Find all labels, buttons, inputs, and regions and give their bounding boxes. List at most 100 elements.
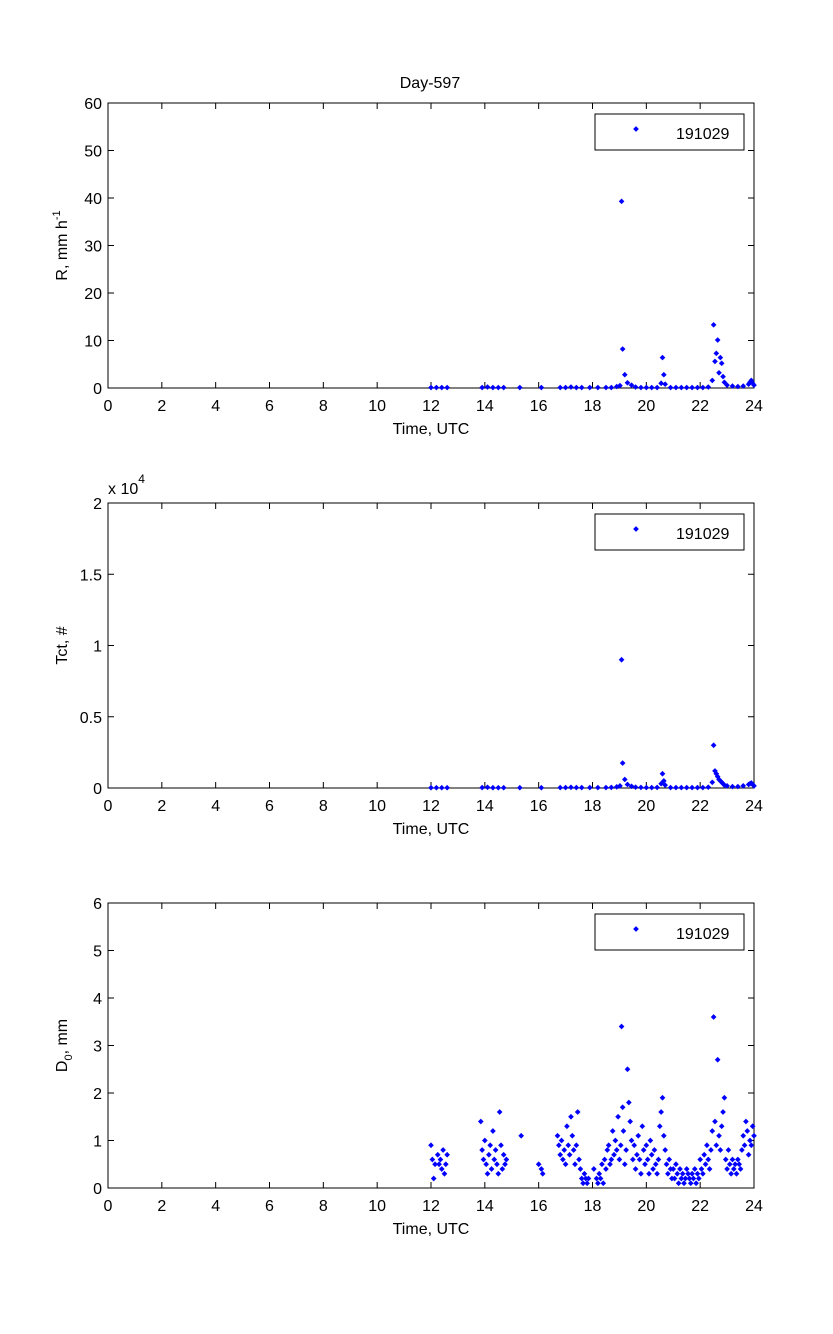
- data-point-2-31: [654, 784, 660, 791]
- y-axis-label-main-1: R, mm h: [54, 220, 71, 280]
- data-point-3-155: [718, 1123, 725, 1130]
- data-point-3-164: [730, 1166, 737, 1172]
- data-point-3-105: [651, 1147, 658, 1153]
- data-point-3-71: [607, 1161, 613, 1168]
- data-point-3-86: [626, 1099, 632, 1106]
- data-point-1-43: [705, 384, 712, 390]
- data-point-3-23: [492, 1147, 499, 1153]
- data-point-2-54: [724, 783, 730, 789]
- data-point-3-138: [695, 1175, 702, 1182]
- y-tick-label-2-1: 0.5: [80, 710, 102, 727]
- data-point-3-33: [535, 1161, 542, 1168]
- data-point-2-34: [661, 778, 667, 784]
- data-point-3-5: [436, 1161, 442, 1168]
- data-point-3-45: [566, 1151, 573, 1158]
- data-point-3-110: [658, 1109, 664, 1115]
- data-point-2-12: [562, 784, 569, 791]
- data-point-3-114: [663, 1161, 670, 1168]
- y-axis-label-main-2: Tct, #: [54, 626, 71, 664]
- x-tick-label-1-9: 18: [584, 398, 602, 415]
- legend-label-2: 191029: [676, 526, 729, 543]
- data-point-3-9: [441, 1170, 448, 1177]
- y-axis-label-unit-3: , mm: [54, 1019, 71, 1055]
- x-tick-label-1-0: 0: [104, 398, 113, 415]
- data-point-3-139: [697, 1156, 703, 1163]
- data-point-3-80: [618, 1023, 625, 1030]
- data-point-3-104: [650, 1166, 656, 1172]
- data-point-2-45: [710, 742, 717, 749]
- series-2: [428, 656, 757, 791]
- x-tick-label-2-5: 10: [368, 798, 386, 815]
- data-point-2-36: [667, 784, 674, 791]
- data-point-3-72: [608, 1156, 615, 1163]
- data-point-3-1: [429, 1156, 436, 1163]
- data-point-3-48: [570, 1147, 577, 1153]
- data-point-3-55: [580, 1180, 586, 1187]
- x-tick-label-1-4: 8: [319, 398, 328, 415]
- data-point-3-60: [591, 1166, 597, 1172]
- data-point-3-2: [430, 1175, 437, 1182]
- data-point-1-39: [683, 384, 690, 391]
- data-point-3-101: [646, 1170, 652, 1177]
- data-point-3-62: [595, 1180, 601, 1187]
- data-point-1-7: [495, 384, 502, 391]
- data-point-1-0: [428, 384, 434, 391]
- data-point-3-35: [539, 1170, 546, 1177]
- data-point-1-51: [718, 360, 725, 367]
- x-tick-label-2-0: 0: [104, 798, 113, 815]
- data-point-3-147: [708, 1147, 714, 1153]
- figure-title: Day-597: [400, 75, 461, 92]
- data-point-3-0: [428, 1142, 434, 1149]
- data-point-3-141: [700, 1170, 706, 1177]
- y-tick-label-2-3: 1.5: [80, 567, 102, 584]
- data-point-3-115: [665, 1170, 671, 1177]
- data-point-3-143: [702, 1161, 709, 1168]
- data-point-1-27: [632, 384, 639, 390]
- data-point-2-8: [500, 784, 507, 791]
- data-point-1-31: [654, 384, 660, 391]
- y-axis-multiplier-2: x 104: [108, 472, 145, 498]
- data-point-1-3: [444, 384, 450, 391]
- data-point-3-170: [739, 1147, 745, 1153]
- data-point-3-34: [538, 1166, 545, 1172]
- data-point-3-67: [601, 1156, 608, 1163]
- data-point-3-125: [678, 1175, 685, 1182]
- data-point-1-15: [578, 384, 585, 391]
- data-point-3-63: [596, 1170, 603, 1177]
- data-point-3-81: [619, 1104, 626, 1111]
- data-point-3-167: [735, 1156, 741, 1163]
- data-point-3-107: [654, 1170, 660, 1177]
- data-point-3-84: [623, 1147, 629, 1153]
- data-point-2-42: [700, 784, 706, 791]
- data-point-3-134: [690, 1175, 697, 1182]
- data-point-1-62: [751, 382, 757, 388]
- data-point-3-126: [679, 1170, 686, 1177]
- data-point-1-28: [638, 384, 644, 391]
- data-point-3-42: [562, 1161, 569, 1168]
- y-tick-label-1-6: 60: [84, 96, 102, 113]
- data-point-3-129: [683, 1166, 690, 1172]
- data-point-2-30: [648, 784, 655, 791]
- x-tick-label-3-2: 4: [211, 1198, 220, 1215]
- data-point-2-56: [735, 783, 741, 790]
- data-point-3-99: [643, 1142, 650, 1149]
- y-tick-label-1-5: 50: [84, 144, 102, 161]
- x-tick-label-1-6: 12: [422, 398, 440, 415]
- y-axis-label-1: R, mm h-1: [51, 210, 71, 280]
- data-point-3-78: [616, 1156, 623, 1163]
- data-point-3-135: [691, 1166, 698, 1172]
- data-point-2-25: [624, 781, 631, 788]
- data-point-3-32: [518, 1132, 524, 1139]
- y-axis-multiplier-exp-2: 4: [138, 472, 145, 486]
- x-tick-label-3-12: 24: [745, 1198, 763, 1215]
- data-point-2-0: [428, 784, 434, 791]
- data-point-3-52: [576, 1156, 582, 1163]
- data-point-2-18: [603, 784, 609, 791]
- data-point-3-154: [717, 1147, 724, 1153]
- data-point-2-43: [705, 784, 712, 790]
- data-point-3-156: [720, 1109, 726, 1115]
- data-point-3-7: [438, 1166, 445, 1172]
- data-point-1-12: [562, 384, 569, 391]
- y-tick-label-2-4: 2: [93, 496, 102, 513]
